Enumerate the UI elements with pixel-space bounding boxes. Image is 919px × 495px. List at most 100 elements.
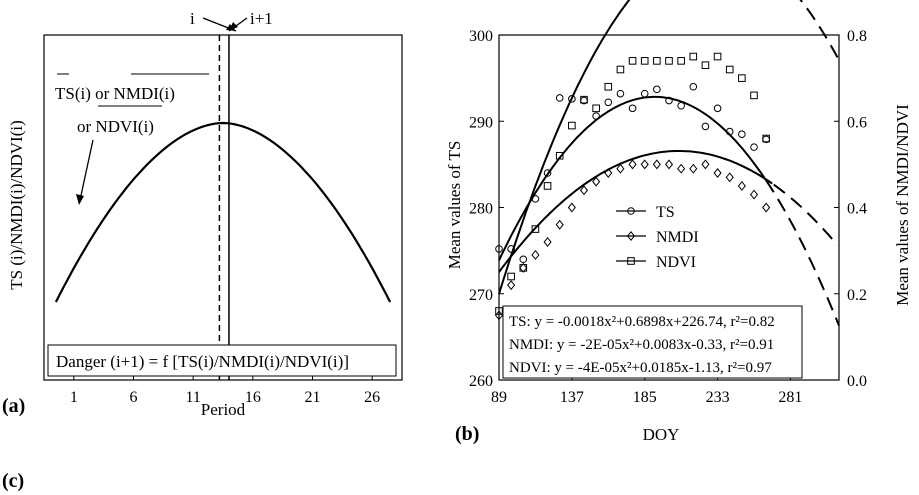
point-nmdi <box>555 219 564 230</box>
point-nmdi <box>543 237 552 247</box>
point-ndvi <box>677 57 685 65</box>
point-ts <box>495 245 503 253</box>
point-nmdi <box>519 262 528 273</box>
panel-b-xlabel: DOY <box>643 425 680 444</box>
panel-b: 89 137 185 233 281 260 270 280 290 300 0.0 0.2 0.4… <box>445 0 912 445</box>
fit-eq-nmdi: NMDI: y = -2E-05x²+0.0083x-0.33, r²=0.91 <box>509 337 774 353</box>
panel-b-y-left-tick-label: 260 <box>469 373 493 390</box>
panel-a: 1 6 11 16 21 26 i i+1 TS(i) or NMDI(i) or NDV… <box>2 9 403 419</box>
point-nmdi <box>507 280 516 291</box>
point-ts <box>555 94 564 102</box>
point-nmdi <box>677 163 686 174</box>
point-nmdi <box>579 185 589 196</box>
point-ts <box>640 89 649 98</box>
point-ts <box>689 82 698 91</box>
annotation-line1: TS(i) or NMDI(i) <box>55 84 175 103</box>
point-ts <box>519 255 528 264</box>
point-ndvi <box>713 52 722 61</box>
label-i1-arrowhead <box>229 22 238 31</box>
point-ts <box>750 143 758 151</box>
point-ndvi <box>750 91 758 100</box>
panel-b-points <box>494 52 771 321</box>
point-ts <box>725 127 734 136</box>
point-ndvi <box>616 65 625 74</box>
point-nmdi <box>604 168 613 178</box>
point-ts <box>592 112 600 120</box>
fit-curve-ndvi <box>498 0 631 295</box>
point-ndvi <box>762 134 770 143</box>
panel-b-y-left-ticks: 260 270 280 290 300 <box>469 28 504 390</box>
point-ts <box>738 130 746 138</box>
panel-b-y-left-tick-label: 290 <box>469 114 493 131</box>
panel-b-x-tick-label: 185 <box>633 389 657 406</box>
panel-b-x-ticks: 89 137 185 233 281 <box>491 375 802 406</box>
point-nmdi <box>628 159 637 170</box>
panel-b-x-tick-label: 137 <box>560 389 584 406</box>
point-ts <box>713 104 722 113</box>
point-ndvi <box>543 182 552 190</box>
panel-b-x-tick-label: 281 <box>778 389 802 406</box>
point-ndvi <box>640 57 649 65</box>
point-nmdi <box>749 189 759 200</box>
panel-a-curve <box>54 121 392 303</box>
legend-marker-ndvi <box>627 257 635 265</box>
panel-a-ylabel: TS (i)/NMDI(i)/NDVI(i) <box>7 120 26 290</box>
label-i: i <box>190 9 195 28</box>
legend-marker-ts <box>627 207 635 215</box>
point-ts <box>543 169 552 177</box>
point-ts <box>665 96 673 105</box>
point-nmdi <box>725 172 734 183</box>
panel-b-y-left-tick-label: 300 <box>469 28 493 45</box>
point-nmdi <box>737 180 746 191</box>
panel-b-legend: TS NMDI NDVI <box>616 204 699 271</box>
point-nmdi <box>567 202 576 213</box>
point-ndvi <box>531 225 540 233</box>
panel-a-frame <box>43 34 403 381</box>
point-nmdi <box>664 159 674 170</box>
point-nmdi <box>531 249 540 260</box>
panel-a-x-tick-label: 21 <box>305 389 321 406</box>
point-nmdi <box>640 159 649 170</box>
panel-b-y-right-tick-label: 0.8 <box>847 28 867 45</box>
point-ndvi <box>665 57 673 65</box>
fit-equations-box <box>502 305 803 379</box>
panel-a-x-tick-label: 16 <box>245 389 261 406</box>
point-ndvi <box>653 57 661 65</box>
panel-b-x-tick-label: 233 <box>706 389 730 406</box>
point-ts <box>616 89 625 98</box>
panel-a-x-tick-label: 26 <box>364 389 380 406</box>
panel-b-ylabel-left: Mean values of TS <box>445 141 464 270</box>
point-ndvi <box>738 74 746 82</box>
panel-b-y-left-tick-label: 270 <box>469 287 493 304</box>
point-nmdi <box>713 168 722 178</box>
point-ndvi <box>725 65 734 74</box>
point-nmdi <box>616 163 625 174</box>
annotation-arrowhead <box>76 194 84 205</box>
annotation-arrow <box>79 139 94 201</box>
fit-eq-ndvi: NDVI: y = -4E-05x²+0.0185x-1.13, r²=0.97 <box>509 360 772 376</box>
panel-b-x-tick-label: 89 <box>491 389 507 406</box>
point-ndvi <box>701 61 710 69</box>
point-ndvi <box>507 272 515 281</box>
point-ts <box>507 245 515 253</box>
point-ts <box>628 104 637 113</box>
point-ndvi <box>568 121 576 130</box>
point-nmdi <box>701 159 710 170</box>
point-ndvi <box>519 264 528 272</box>
fit-curve-nmdi <box>498 150 773 273</box>
formula-box <box>47 344 397 377</box>
point-nmdi <box>592 176 601 187</box>
panel-a-x-tick-label: 11 <box>185 389 200 406</box>
formula: Danger (i+1) = f [TS(i)/NMDI(i)/NDVI(i)] <box>56 352 349 371</box>
panel-b-y-right-tick-label: 0.2 <box>847 287 867 304</box>
point-ts <box>677 101 685 110</box>
panel-a-x-tick-label: 1 <box>70 389 78 406</box>
fit-eq-ts: TS: y = -0.0018x²+0.6898x+226.74, r²=0.8… <box>509 314 775 330</box>
point-ts <box>531 195 540 203</box>
point-ndvi <box>628 57 637 65</box>
panel-b-y-left-tick-label: 280 <box>469 201 493 218</box>
panel-a-x-tick-label: 6 <box>130 389 138 406</box>
panel-b-ylabel-right: Mean values of NMDI/NDVI <box>893 104 912 306</box>
legend-label-ndvi: NDVI <box>656 254 696 271</box>
